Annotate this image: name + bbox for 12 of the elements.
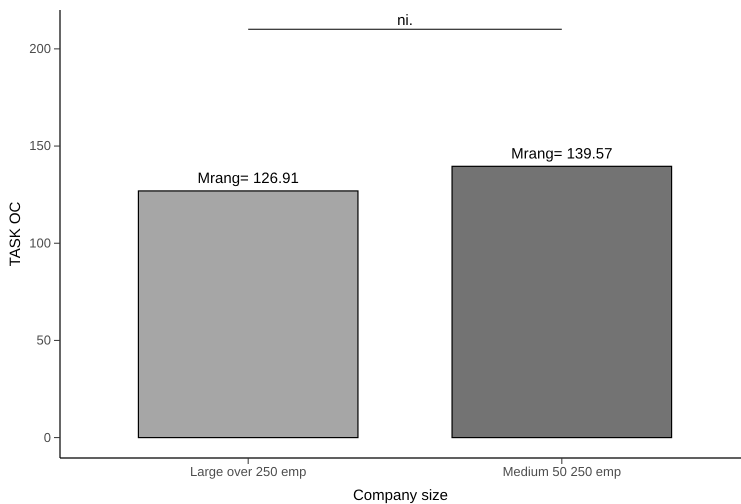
y-tick-label: 200 (29, 41, 51, 56)
y-axis-title: TASK OC (7, 201, 24, 266)
y-tick-label: 0 (44, 430, 51, 445)
y-tick-label: 150 (29, 138, 51, 154)
x-axis-title: Company size (352, 487, 448, 504)
x-tick-label: Large over 250 emp (190, 464, 306, 480)
data-label: Mrang= 139.57 (511, 145, 612, 162)
annotation: ni. (397, 12, 413, 30)
y-tick-label: 50 (36, 332, 51, 348)
data-label: Mrang= 126.91 (198, 170, 299, 187)
y-tick-label: 100 (29, 235, 51, 250)
x-tick-label: Medium 50 250 emp (502, 464, 622, 480)
